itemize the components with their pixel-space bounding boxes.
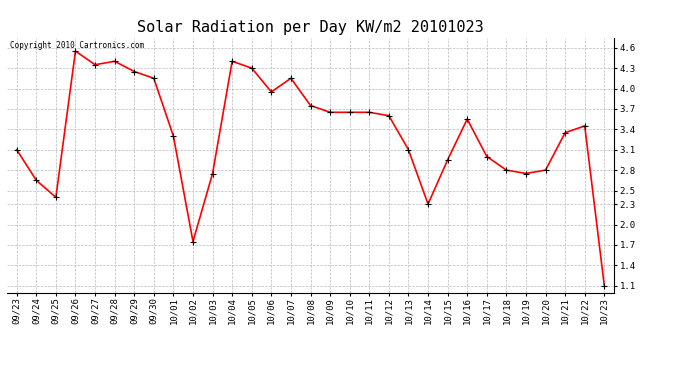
Title: Solar Radiation per Day KW/m2 20101023: Solar Radiation per Day KW/m2 20101023 bbox=[137, 20, 484, 35]
Text: Copyright 2010 Cartronics.com: Copyright 2010 Cartronics.com bbox=[10, 41, 144, 50]
